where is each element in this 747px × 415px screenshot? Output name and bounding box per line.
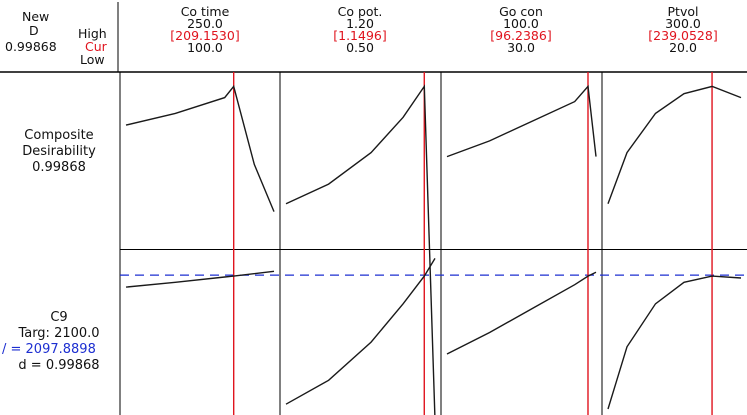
factor-low: 30.0 [507, 40, 535, 55]
factor-name: Co time [180, 4, 230, 19]
response-curve [446, 271, 597, 355]
desirability-curve [607, 85, 742, 204]
legend-block: New D 0.99868 High Cur Low [0, 0, 118, 70]
composite-line2: Desirability [22, 144, 96, 159]
cur-label: Cur [85, 39, 107, 54]
desirability-curve [125, 84, 275, 212]
low-label: Low [80, 52, 105, 67]
factor-header-ptvol: Ptvol 300.0 [239.0528] 20.0 [603, 4, 747, 55]
factor-low: 20.0 [669, 40, 697, 55]
response-predicted: / = 2097.8898 [2, 342, 96, 357]
desirability-curve [446, 84, 597, 158]
factor-high: 100.0 [503, 16, 539, 31]
d-value: 0.99868 [5, 39, 57, 54]
factor-high: 300.0 [665, 16, 701, 31]
d-label: D [29, 23, 39, 38]
new-label: New [22, 9, 50, 24]
composite-line1: Composite [24, 128, 94, 143]
factor-name: Co pot. [337, 4, 383, 19]
factor-current: [1.1496] [333, 28, 387, 43]
factor-high: 250.0 [187, 16, 223, 31]
factor-low: 0.50 [346, 40, 374, 55]
composite-value: 0.99868 [32, 160, 86, 175]
response-curve [285, 258, 436, 405]
factor-header-co-time: Co time 250.0 [209.1530] 100.0 [125, 4, 285, 55]
response-curve [607, 275, 742, 410]
factor-current: [96.2386] [490, 28, 552, 43]
response-d: d = 0.99868 [18, 358, 100, 373]
response-label: C9 Targ: 2100.0 / = 2097.8898 d = 0.9986… [0, 310, 118, 374]
factor-current: [239.0528] [648, 28, 718, 43]
factor-name: Ptvol [667, 4, 699, 19]
factor-header-co-pot: Co pot. 1.20 [1.1496] 0.50 [280, 4, 440, 55]
factor-current: [209.1530] [170, 28, 240, 43]
desirability-curve [285, 84, 436, 415]
factor-low: 100.0 [187, 40, 223, 55]
factor-high: 1.20 [346, 16, 374, 31]
response-target: Targ: 2100.0 [18, 326, 100, 341]
factor-name: Go con [499, 4, 543, 19]
factor-header-go-con: Go con 100.0 [96.2386] 30.0 [441, 4, 601, 55]
high-label: High [78, 26, 107, 41]
composite-label: Composite Desirability 0.99868 [0, 128, 118, 176]
response-curve [125, 270, 275, 288]
response-name: C9 [50, 310, 68, 325]
